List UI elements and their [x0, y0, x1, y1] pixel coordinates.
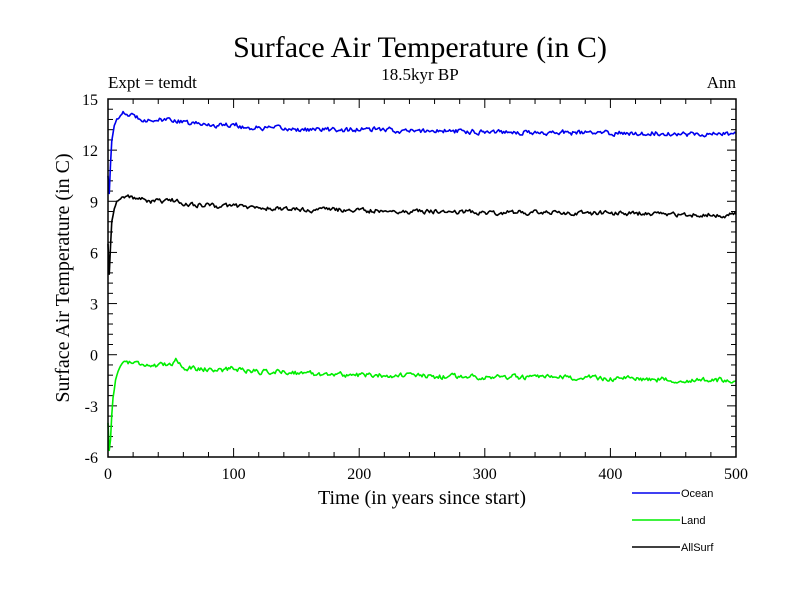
y-tick-label: 15 [82, 92, 98, 109]
x-tick-label: 500 [724, 466, 748, 483]
x-tick-label: 200 [347, 466, 371, 483]
legend: Ocean Land AllSurf [632, 488, 714, 554]
chart-subtitle: 18.5kyr BP [381, 65, 458, 84]
series-line-land [107, 357, 737, 452]
x-tick-label: 0 [104, 466, 112, 483]
x-axis-label: Time (in years since start) [318, 487, 526, 509]
y-tick-label: 6 [90, 245, 98, 262]
y-tick-label: 3 [90, 297, 98, 314]
legend-label-land: Land [681, 515, 705, 527]
plot-frame [107, 98, 737, 458]
plot-axes: -6 -3 0 3 6 9 12 15 0 100 200 300 400 500 [82, 92, 748, 483]
y-tick-label: -3 [85, 399, 98, 416]
series-layer [107, 110, 737, 452]
legend-label-allsurf: AllSurf [681, 542, 714, 554]
x-tick-label: 300 [473, 466, 497, 483]
x-tick-label: 100 [222, 466, 246, 483]
season-label: Ann [707, 73, 737, 92]
y-tick-label: 0 [90, 348, 98, 365]
legend-label-ocean: Ocean [681, 488, 713, 500]
y-tick-label: 12 [82, 143, 98, 160]
y-tick-label: -6 [85, 450, 98, 467]
experiment-label: Expt = temdt [108, 73, 197, 92]
y-axis-label: Surface Air Temperature (in C) [52, 153, 74, 402]
series-line-ocean [107, 110, 737, 195]
x-tick-label: 400 [598, 466, 622, 483]
series-line-allsurf [107, 194, 737, 276]
y-tick-label: 9 [90, 194, 98, 211]
chart-title: Surface Air Temperature (in C) [233, 31, 607, 64]
